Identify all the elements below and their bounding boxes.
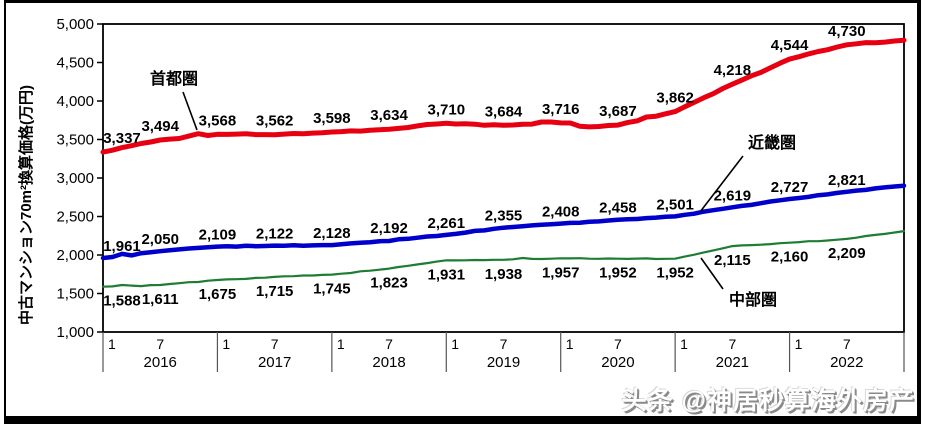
data-label-中部圏: 1,952 <box>656 265 694 282</box>
x-axis-month-tick-label: 1 <box>680 336 688 352</box>
data-label-首都圏: 3,568 <box>199 112 237 129</box>
x-axis-month-tick-label: 1 <box>795 336 803 352</box>
x-axis-year-label: 2019 <box>487 354 520 371</box>
watermark: 头条 @神居秒算海外房产 <box>621 387 915 415</box>
x-axis-month-tick-label: 7 <box>843 336 851 352</box>
data-label-中部圏: 2,209 <box>828 245 866 262</box>
y-axis-tick-label: 4,000 <box>56 93 94 110</box>
series-line-近畿圏 <box>100 183 907 261</box>
x-axis-month-tick-label: 1 <box>451 336 459 352</box>
data-label-首都圏: 3,494 <box>141 118 179 135</box>
data-label-中部圏: 1,611 <box>142 291 179 308</box>
series-line-中部圏 <box>101 230 906 288</box>
x-axis-year-label: 2017 <box>258 354 291 371</box>
data-label-中部圏: 1,952 <box>599 265 637 282</box>
y-axis-tick-label: 1,000 <box>56 324 94 341</box>
x-axis-year-label: 2018 <box>372 354 405 371</box>
series-callout-近畿圏: 近畿圏 <box>748 133 796 152</box>
y-axis-tick-label: 1,500 <box>56 286 94 303</box>
data-label-近畿圏: 2,501 <box>656 196 694 213</box>
data-label-近畿圏: 2,408 <box>542 204 580 221</box>
x-axis-year-label: 2020 <box>601 354 634 371</box>
data-label-中部圏: 1,823 <box>370 275 408 292</box>
x-axis-year-label: 2022 <box>830 354 863 371</box>
data-label-近畿圏: 2,261 <box>428 215 466 232</box>
x-axis-month-tick-label: 7 <box>614 336 622 352</box>
data-label-首都圏: 3,862 <box>656 90 694 107</box>
data-label-首都圏: 3,684 <box>485 103 523 120</box>
data-label-近畿圏: 2,727 <box>771 179 809 196</box>
y-axis-tick-label: 3,000 <box>56 170 94 187</box>
series-callout-首都圏: 首都圏 <box>150 69 198 88</box>
y-axis-tick-label: 5,000 <box>56 16 94 33</box>
y-axis-tick-label: 2,000 <box>56 247 94 264</box>
data-label-近畿圏: 2,355 <box>485 208 523 225</box>
callout-leader-首都圏 <box>182 91 198 131</box>
x-axis-month-tick-label: 7 <box>728 336 736 352</box>
data-label-中部圏: 1,931 <box>428 266 466 283</box>
data-label-中部圏: 1,675 <box>199 286 237 303</box>
data-label-近畿圏: 2,050 <box>141 231 179 248</box>
data-label-首都圏: 3,687 <box>599 103 637 120</box>
y-axis-title: 中古マンション70m²換算価格(万円) <box>17 85 35 325</box>
data-label-首都圏: 3,710 <box>428 101 466 118</box>
x-axis-month-tick-label: 7 <box>156 336 164 352</box>
data-label-首都圏: 3,598 <box>313 110 351 127</box>
data-label-首都圏: 4,218 <box>714 62 752 79</box>
data-label-首都圏: 3,716 <box>542 101 580 118</box>
data-label-中部圏: 2,160 <box>771 249 809 266</box>
data-label-中部圏: 1,938 <box>485 266 523 283</box>
data-label-首都圏: 4,544 <box>771 37 809 54</box>
data-label-首都圏: 3,634 <box>370 107 408 124</box>
x-axis-year-label: 2016 <box>144 354 177 371</box>
y-axis-tick-label: 2,500 <box>56 209 94 226</box>
data-label-近畿圏: 2,128 <box>313 225 351 242</box>
y-axis-tick-label: 3,500 <box>56 132 94 149</box>
data-label-中部圏: 1,745 <box>313 281 351 298</box>
data-label-首都圏: 3,337 <box>103 130 141 147</box>
data-label-近畿圏: 2,458 <box>599 200 637 217</box>
data-label-首都圏: 3,562 <box>256 113 294 130</box>
data-label-首都圏: 4,730 <box>828 23 866 40</box>
x-axis-month-tick-label: 1 <box>108 336 116 352</box>
data-label-中部圏: 1,588 <box>103 293 141 310</box>
y-axis-tick-label: 4,500 <box>56 55 94 72</box>
x-axis-year-label: 2021 <box>716 354 749 371</box>
callout-leader-中部圏 <box>700 257 724 290</box>
series-line-首都圏 <box>100 37 907 155</box>
data-label-近畿圏: 2,619 <box>714 187 752 204</box>
data-label-近畿圏: 1,961 <box>103 238 141 255</box>
x-axis-month-tick-label: 1 <box>222 336 230 352</box>
callout-leader-近畿圏 <box>699 155 744 213</box>
data-label-近畿圏: 2,109 <box>199 227 237 244</box>
data-label-中部圏: 1,715 <box>256 283 294 300</box>
x-axis-month-tick-label: 7 <box>271 336 279 352</box>
data-label-中部圏: 1,957 <box>542 264 580 281</box>
data-label-近畿圏: 2,821 <box>828 172 866 189</box>
data-label-近畿圏: 2,122 <box>256 226 294 243</box>
x-axis-month-tick-label: 1 <box>566 336 574 352</box>
x-axis-month-tick-label: 7 <box>500 336 508 352</box>
series-callout-中部圏: 中部圏 <box>729 290 777 309</box>
data-label-近畿圏: 2,192 <box>370 220 408 237</box>
x-axis-month-tick-label: 1 <box>337 336 345 352</box>
x-axis-month-tick-label: 7 <box>385 336 393 352</box>
data-label-中部圏: 2,115 <box>714 252 751 269</box>
